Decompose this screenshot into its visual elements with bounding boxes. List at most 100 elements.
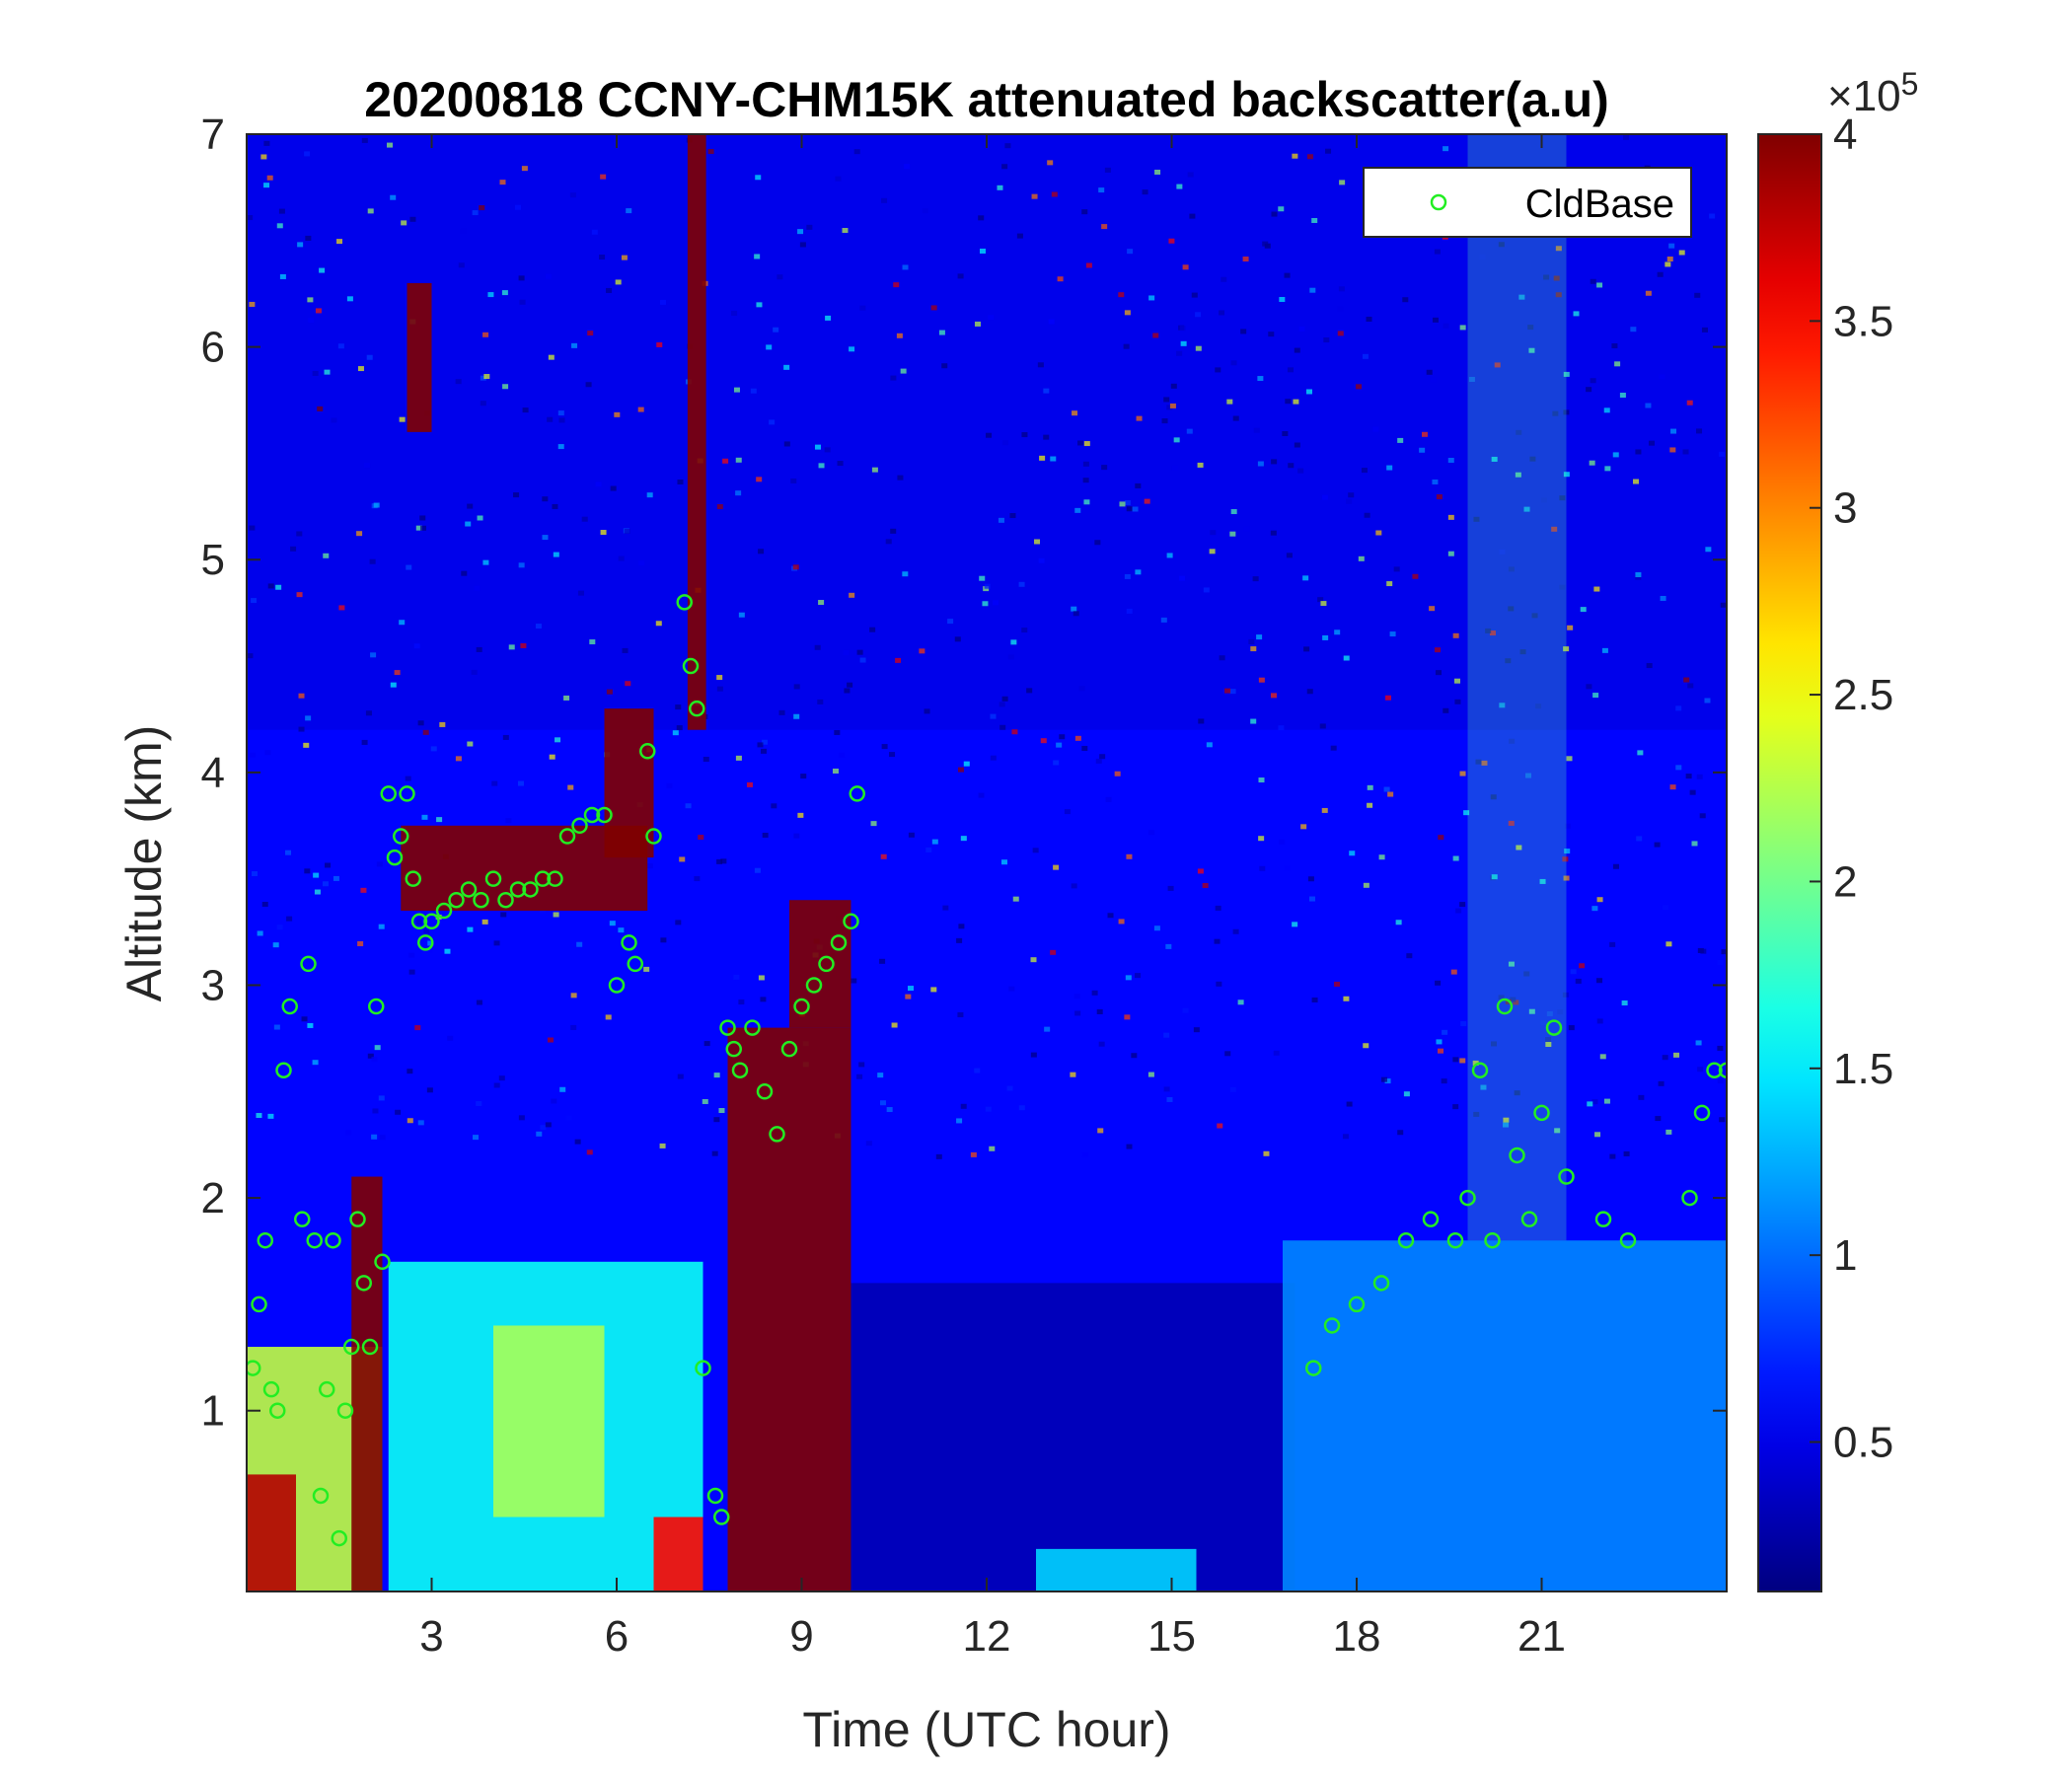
heatmap-noise-cell	[1009, 513, 1016, 519]
heatmap-noise-cell	[1317, 597, 1324, 603]
heatmap-noise-cell	[797, 229, 804, 235]
heatmap-noise-cell	[493, 940, 500, 946]
cloud-base-point	[695, 1360, 711, 1376]
y-tick-label: 3	[201, 961, 225, 1009]
heatmap-noise-cell	[817, 699, 824, 704]
y-tick-label: 1	[201, 1387, 225, 1436]
heatmap-noise-cell	[1562, 856, 1569, 862]
heatmap-noise-cell	[1348, 492, 1355, 498]
heatmap-noise-cell	[986, 432, 993, 438]
heatmap-noise-cell	[1503, 1122, 1510, 1128]
heatmap-noise-cell	[559, 1086, 566, 1092]
heatmap-noise-cell	[519, 299, 526, 305]
heatmap-noise-cell	[273, 1024, 280, 1030]
heatmap-noise-cell	[1489, 630, 1496, 636]
heatmap-noise-cell	[1570, 969, 1577, 975]
heatmap-noise-cell	[1071, 606, 1077, 612]
heatmap-noise-cell	[735, 457, 742, 463]
heatmap-noise-cell	[1670, 428, 1677, 434]
heatmap-region-10	[727, 1027, 851, 1591]
colorbar-gradient	[1758, 134, 1821, 1591]
heatmap-noise-cell	[1498, 242, 1505, 248]
heatmap-noise-cell	[1346, 498, 1353, 504]
heatmap-noise-cell	[1252, 576, 1259, 582]
heatmap-noise-cell	[1273, 1050, 1280, 1056]
heatmap-noise-cell	[337, 343, 344, 349]
heatmap-noise-cell	[1297, 468, 1304, 474]
heatmap-noise-cell	[757, 742, 764, 748]
heatmap-noise-cell	[1195, 345, 1202, 351]
heatmap-noise-cell	[957, 767, 964, 773]
heatmap-noise-cell	[1021, 628, 1028, 633]
heatmap-noise-cell	[1564, 849, 1571, 854]
heatmap-noise-cell	[871, 467, 878, 473]
heatmap-noise-cell	[1432, 317, 1439, 323]
heatmap-noise-cell	[1126, 608, 1133, 614]
heatmap-noise-cell	[1586, 684, 1592, 690]
heatmap-noise-cell	[974, 1068, 981, 1073]
cloud-base-point	[608, 977, 626, 994]
heatmap-noise-cell	[1118, 919, 1125, 925]
heatmap-noise-cell	[1124, 1014, 1131, 1020]
heatmap-noise-cell	[1101, 224, 1108, 230]
heatmap-noise-cell	[754, 254, 761, 259]
heatmap-noise-cell	[1436, 494, 1443, 500]
heatmap-noise-cell	[1096, 1008, 1103, 1014]
heatmap-noise-cell	[978, 215, 985, 221]
heatmap-noise-cell	[333, 875, 339, 881]
heatmap-noise-cell	[1154, 169, 1161, 175]
heatmap-noise-cell	[249, 525, 256, 531]
heatmap-noise-cell	[1665, 941, 1672, 947]
heatmap-noise-cell	[1107, 913, 1114, 919]
heatmap-noise-cell	[1678, 250, 1685, 256]
heatmap-noise-cell	[1719, 451, 1726, 457]
heatmap-noise-cell	[1026, 688, 1033, 694]
heatmap-noise-cell	[1169, 403, 1176, 408]
heatmap-noise-cell	[1105, 796, 1112, 802]
heatmap-noise-cell	[1704, 698, 1711, 703]
heatmap-noise-cell	[1697, 1067, 1704, 1073]
cloud-base-point	[1305, 1360, 1322, 1376]
heatmap-noise-cell	[1436, 1039, 1443, 1045]
heatmap-noise-cell	[481, 919, 488, 925]
heatmap-noise-cell	[1535, 703, 1542, 709]
cloud-base-point	[1619, 1231, 1637, 1249]
heatmap-noise-cell	[1545, 1042, 1552, 1048]
heatmap-noise-cell	[924, 708, 930, 714]
heatmap-noise-cell	[367, 1053, 374, 1059]
heatmap-noise-cell	[1452, 1104, 1459, 1110]
heatmap-noise-cell	[423, 928, 430, 934]
heatmap-noise-cell	[369, 558, 376, 564]
cloud-base-point	[325, 1231, 341, 1249]
legend: CldBase	[1363, 167, 1692, 238]
heatmap-noise-cell	[825, 315, 832, 321]
heatmap-noise-cell	[483, 374, 490, 380]
heatmap-noise-cell	[758, 975, 765, 981]
heatmap-noise-cell	[1540, 1019, 1547, 1025]
heatmap-noise-cell	[542, 535, 549, 541]
heatmap-noise-cell	[1717, 959, 1724, 965]
heatmap-noise-cell	[1363, 882, 1369, 888]
heatmap-noise-cell	[1454, 699, 1461, 704]
heatmap-noise-cell	[513, 492, 520, 498]
heatmap-noise-cell	[999, 724, 1006, 730]
heatmap-noise-cell	[1309, 287, 1316, 293]
heatmap-noise-cell	[931, 839, 938, 845]
cloud-base-point	[1509, 1147, 1525, 1164]
heatmap-noise-cell	[1384, 1078, 1391, 1084]
heatmap-noise-cell	[660, 299, 667, 305]
heatmap-noise-cell	[399, 416, 406, 422]
heatmap-noise-cell	[843, 649, 850, 655]
cloud-base-markers	[247, 594, 1727, 1547]
heatmap-noise-cell	[1179, 575, 1186, 581]
heatmap-noise-cell	[925, 847, 932, 852]
heatmap-noise-cell	[1481, 760, 1488, 766]
cloud-base-point	[484, 870, 502, 887]
heatmap-noise-cell	[1279, 296, 1286, 302]
heatmap-noise-cell	[886, 1107, 893, 1113]
heatmap-noise-cell	[1494, 362, 1501, 368]
heatmap-noise-cell	[1215, 367, 1221, 373]
heatmap-noise-cell	[1705, 547, 1712, 553]
heatmap-noise-cell	[315, 308, 322, 314]
heatmap-noise-cell	[908, 986, 915, 992]
